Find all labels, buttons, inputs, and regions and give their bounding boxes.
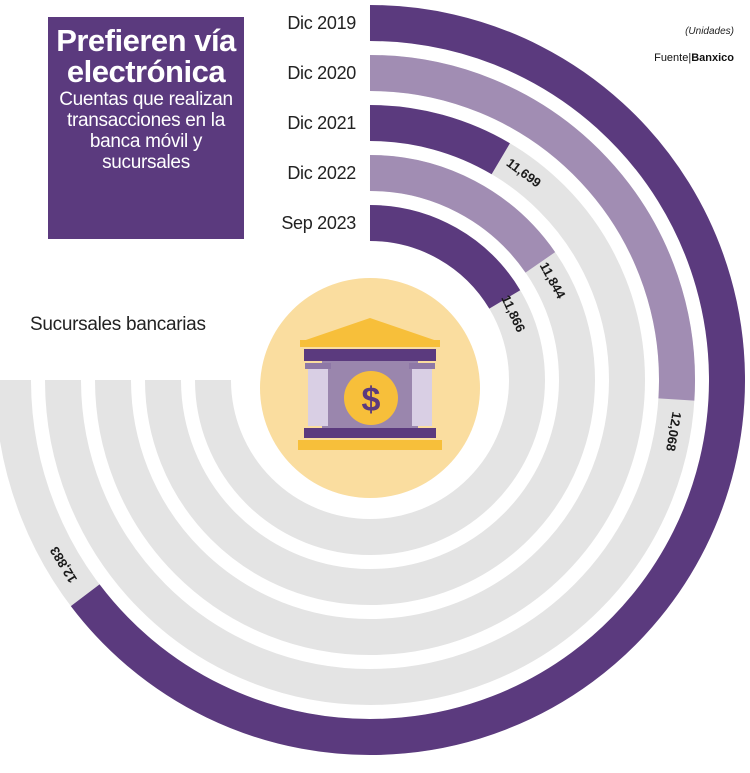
ring-bar-1 [369,55,695,401]
page-subtitle: Cuentas que realizan transacciones en la… [59,89,233,173]
source-label: Fuente|Banxico [654,52,734,64]
ring-track-2 [95,105,645,655]
page-title: Prefieren vía electrónica [56,23,236,89]
year-label-1: Dic 2020 [287,63,356,83]
year-label-3: Dic 2022 [287,163,356,183]
svg-text:$: $ [362,381,381,419]
source-name: Banxico [691,52,734,64]
value-label-1: 12,068 [663,411,684,453]
year-label-2: Dic 2021 [287,113,356,133]
ring-bar-0 [70,5,745,755]
ring-bar-4 [369,205,521,310]
year-label-0: Dic 2019 [287,13,356,33]
year-labels: Dic 2019 Dic 2020 Dic 2021 Dic 2022 Sep 2023 [281,13,356,233]
year-label-4: Sep 2023 [281,213,356,233]
units-label: (Unidades) [685,26,734,37]
source-prefix: Fuente [654,52,689,64]
ring-bars [70,5,745,755]
ring-bar-3 [369,155,556,273]
bank-icon: $ [260,278,480,498]
title-box: Prefieren vía electrónica Cuentas que re… [48,17,244,239]
ring-bar-2 [369,105,510,175]
series-label: Sucursales bancarias [30,314,206,335]
